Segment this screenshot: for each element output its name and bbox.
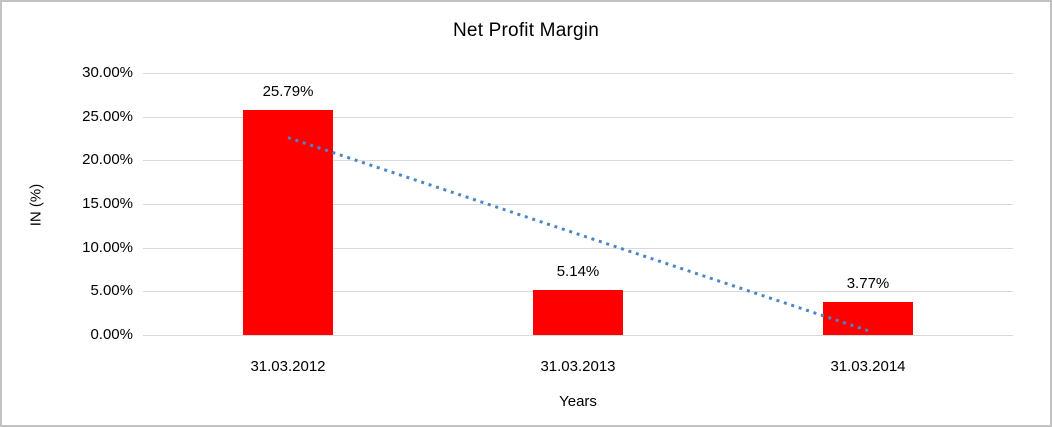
x-tick-label: 31.03.2012	[250, 358, 326, 375]
x-tick-label: 31.03.2014	[830, 358, 906, 375]
x-tick-label: 31.03.2013	[540, 358, 616, 375]
chart-title: Net Profit Margin	[453, 20, 599, 41]
x-axis-title: Years	[559, 393, 597, 410]
bar-value-label: 3.77%	[846, 275, 890, 292]
bar-value-label: 25.79%	[262, 83, 314, 100]
gridline-30.00%	[143, 73, 1013, 74]
bar-31.03.2014	[823, 302, 913, 335]
y-tick-label: 20.00%	[82, 151, 133, 168]
y-tick-label: 0.00%	[90, 326, 133, 343]
bar-value-label: 5.14%	[556, 263, 600, 280]
bar-31.03.2012	[243, 110, 333, 335]
gridline-0.00%	[143, 335, 1013, 336]
y-tick-label: 30.00%	[82, 64, 133, 81]
y-tick-label: 10.00%	[82, 239, 133, 256]
y-tick-label: 15.00%	[82, 195, 133, 212]
y-tick-label: 5.00%	[90, 282, 133, 299]
bar-31.03.2013	[533, 290, 623, 335]
y-tick-label: 25.00%	[82, 108, 133, 125]
